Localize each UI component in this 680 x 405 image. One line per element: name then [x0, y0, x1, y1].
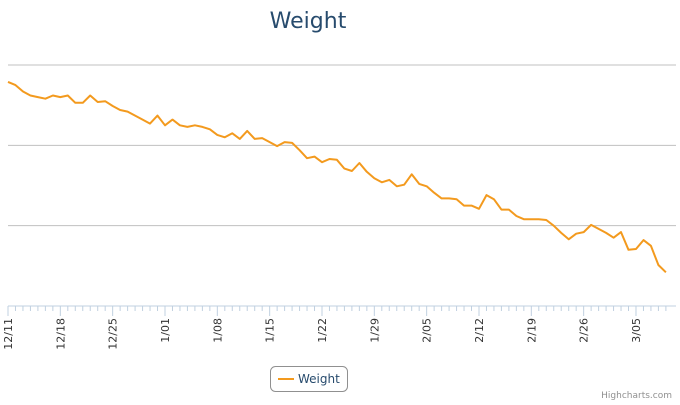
x-tick-label: 1/22: [316, 318, 329, 343]
x-tick-label: 2/19: [525, 318, 538, 343]
x-tick-label: 1/29: [368, 318, 381, 343]
x-tick-label: 3/05: [630, 318, 643, 343]
legend-box: [270, 366, 348, 392]
x-tick-label: 1/01: [159, 318, 172, 343]
x-tick-label: 2/12: [473, 318, 486, 343]
x-tick-label: 12/18: [54, 318, 67, 350]
x-tick-label: 1/08: [211, 318, 224, 343]
data-line: [7, 80, 667, 274]
x-tick-label: 2/05: [421, 318, 434, 343]
x-tick-label: 12/11: [2, 318, 15, 350]
legend: Weight: [270, 366, 348, 392]
x-tick-label: 12/25: [107, 318, 120, 350]
x-tick-label: 1/15: [264, 318, 277, 343]
chart-title: Weight: [270, 9, 347, 34]
credit: Highcharts.com: [601, 391, 672, 401]
legend-label: Weight: [298, 372, 340, 386]
x-tick-label: 2/26: [578, 318, 591, 343]
